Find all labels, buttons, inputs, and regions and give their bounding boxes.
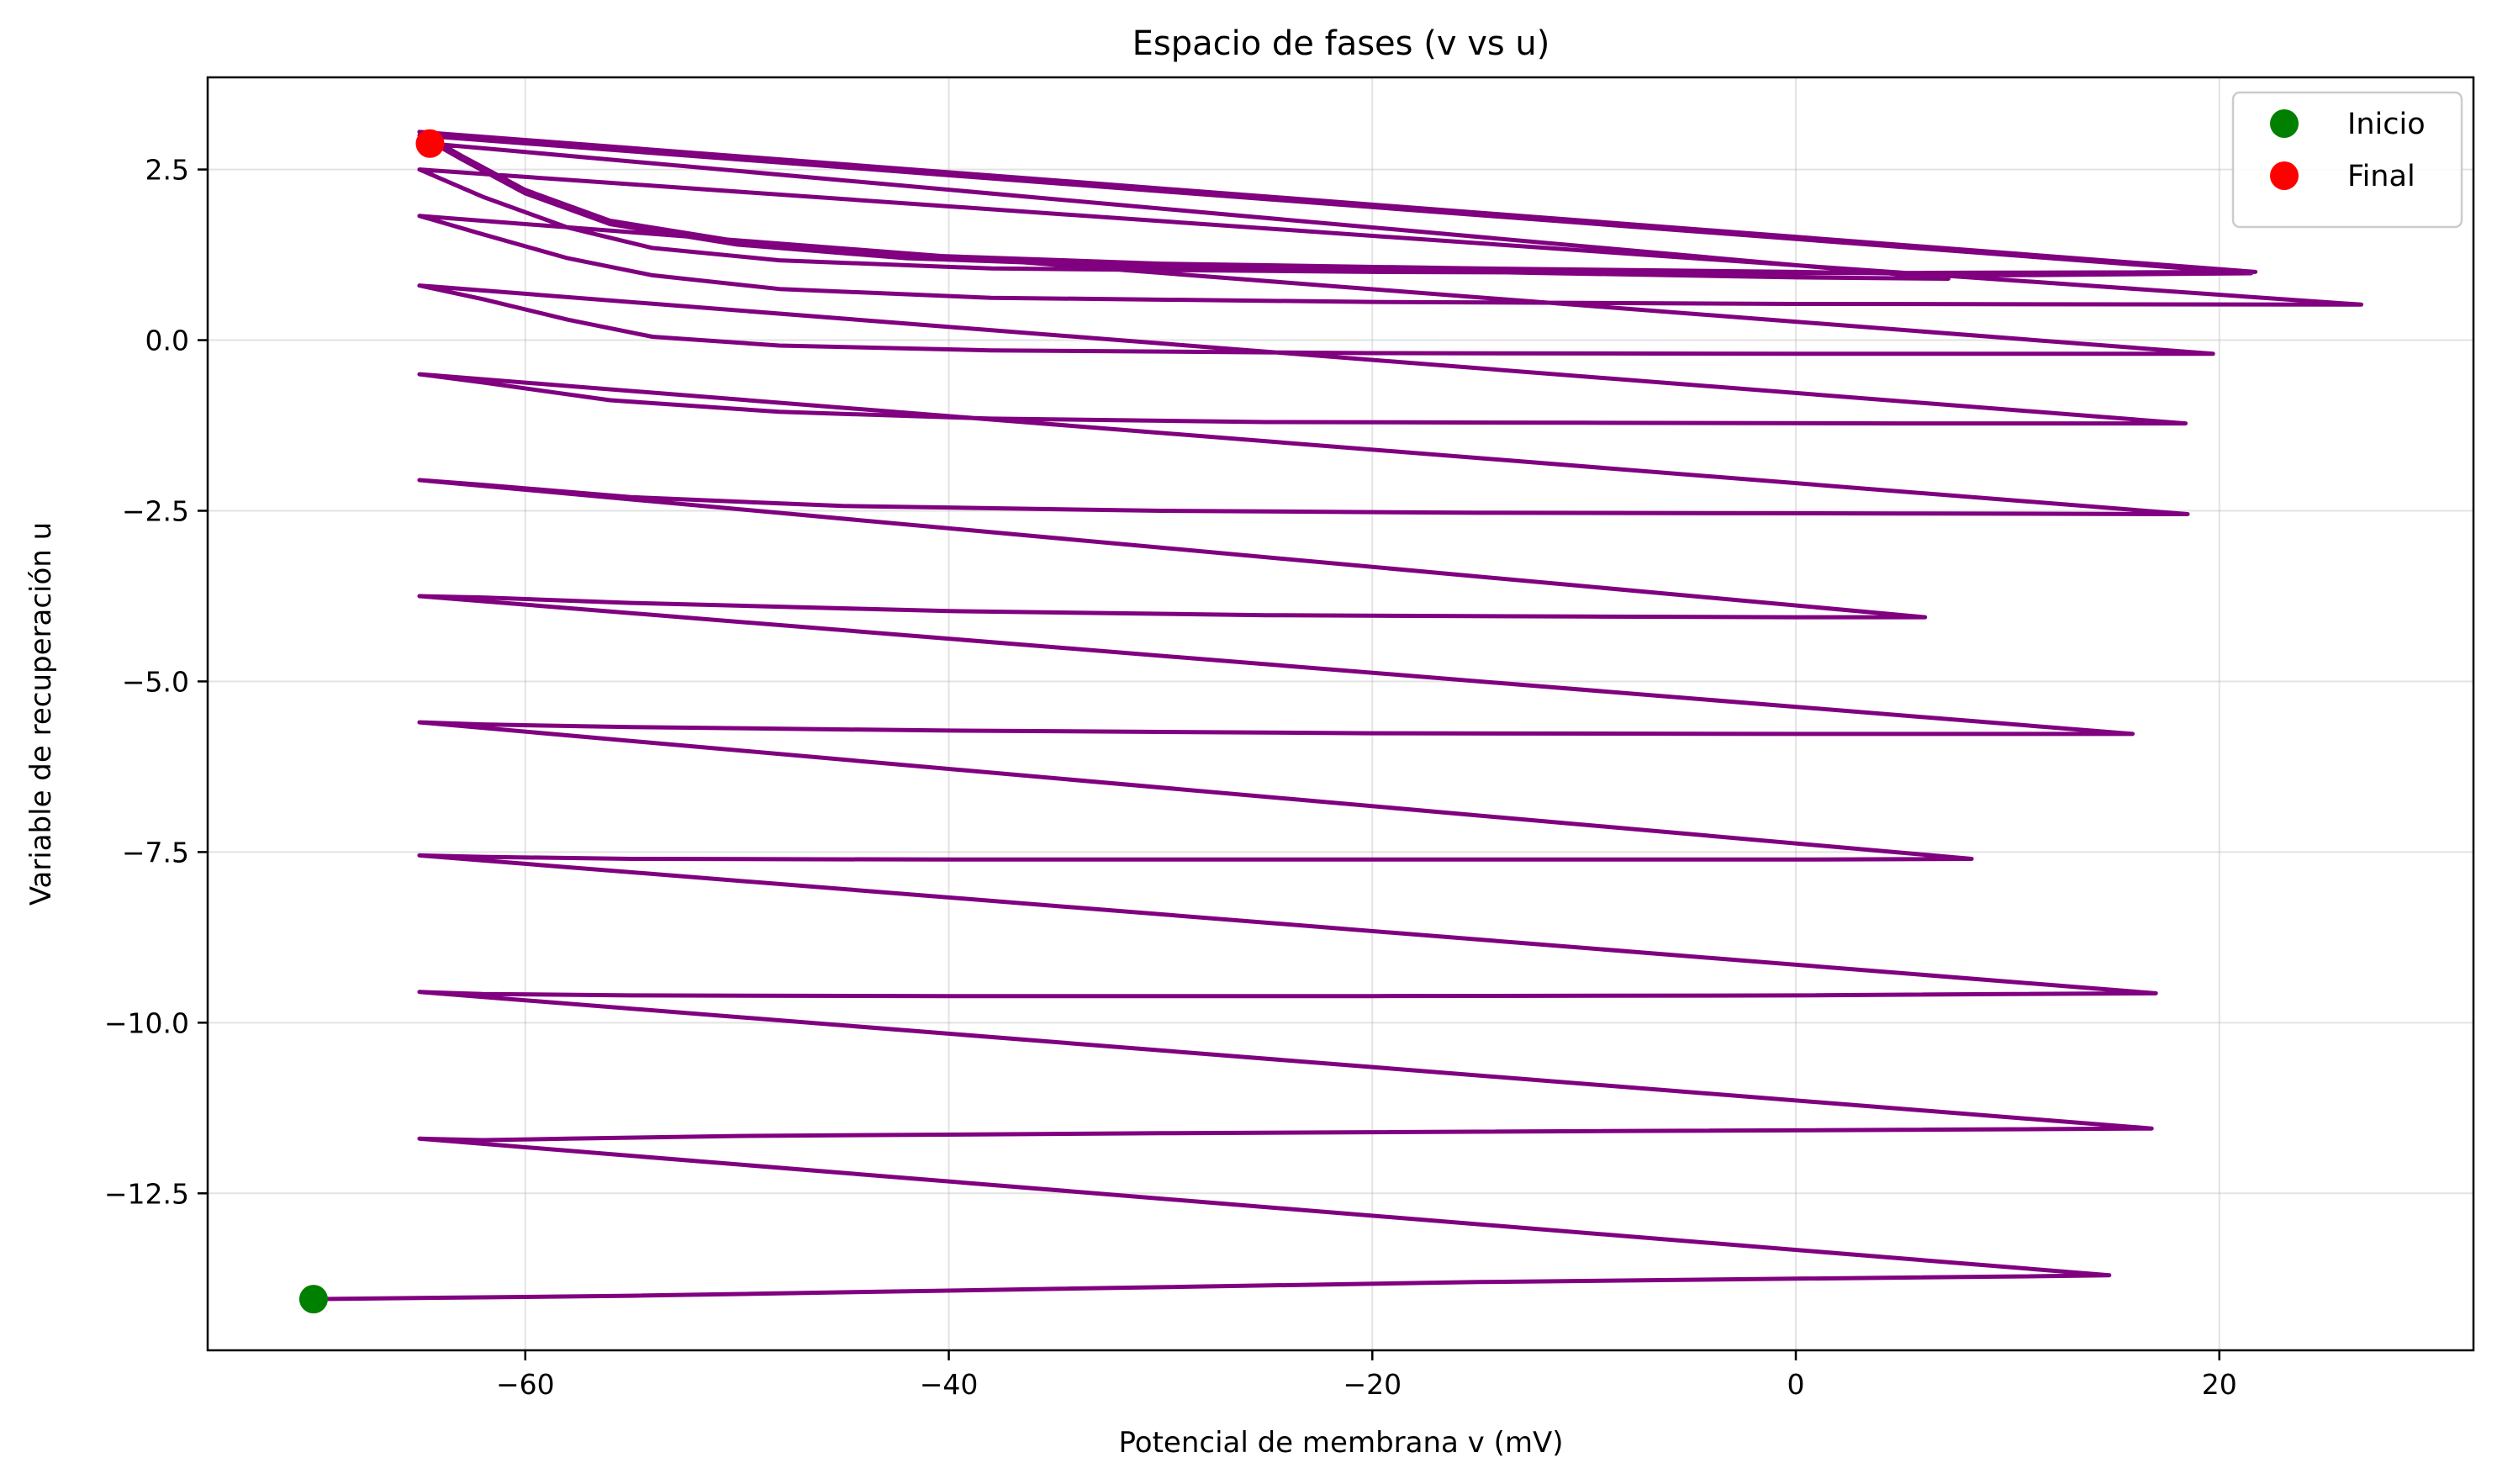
y-tick-label: 2.5 bbox=[145, 154, 189, 187]
x-tick-label: −20 bbox=[1343, 1368, 1402, 1401]
x-tick-label: −60 bbox=[496, 1368, 555, 1401]
y-tick-label: 0.0 bbox=[145, 325, 189, 357]
legend-swatch-inicio bbox=[2270, 109, 2299, 138]
x-axis-ticks: −60 −40 −20 0 20 bbox=[496, 1350, 2237, 1401]
chart-title: Espacio de fases (v vs u) bbox=[1132, 24, 1550, 63]
x-axis-label: Potencial de membrana v (mV) bbox=[1118, 1426, 1563, 1460]
y-tick-label: −7.5 bbox=[122, 836, 189, 869]
x-tick-label: 20 bbox=[2202, 1368, 2237, 1401]
x-tick-label: 0 bbox=[1787, 1368, 1805, 1401]
legend-label-final: Final bbox=[2347, 160, 2415, 193]
y-tick-label: −12.5 bbox=[104, 1177, 189, 1210]
plot-frame bbox=[206, 76, 2475, 1352]
legend: Inicio Final bbox=[2231, 91, 2463, 229]
legend-label-inicio: Inicio bbox=[2347, 108, 2426, 141]
trajectory-line bbox=[311, 129, 2363, 1302]
y-tick-label: −10.0 bbox=[104, 1006, 189, 1039]
y-axis-label: Variable de recuperación u bbox=[24, 522, 58, 906]
inicio-marker bbox=[298, 1285, 328, 1314]
legend-swatch-final bbox=[2270, 161, 2299, 190]
y-tick-label: −5.0 bbox=[122, 665, 189, 698]
final-marker bbox=[415, 129, 445, 158]
x-tick-label: −40 bbox=[920, 1368, 979, 1401]
trajectory-lines bbox=[311, 129, 2363, 1302]
trajectory-markers bbox=[298, 129, 445, 1314]
y-tick-label: −2.5 bbox=[122, 494, 189, 527]
y-axis-ticks: 2.5 0.0 −2.5 −5.0 −7.5 −10.0 −12.5 bbox=[104, 154, 208, 1210]
